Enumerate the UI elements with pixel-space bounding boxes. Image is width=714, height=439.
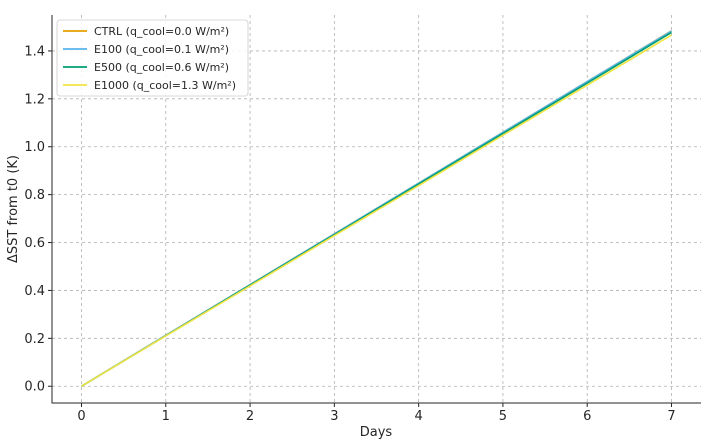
legend-box — [56, 19, 249, 97]
legend-entry-label: E1000 (q_cool=1.3 W/m²) — [94, 79, 236, 92]
legend-entry-label: E100 (q_cool=0.1 W/m²) — [94, 43, 229, 56]
x-tick-label: 4 — [415, 409, 423, 424]
x-tick-label: 3 — [330, 409, 338, 424]
y-axis-label: ΔSST from t0 (K) — [6, 155, 21, 263]
y-axis-ticks: 0.0 0.2 0.4 0.6 0.8 1.0 1.2 1.4 — [24, 44, 52, 395]
x-tick-label: 1 — [162, 409, 170, 424]
y-tick-label: 1.4 — [24, 44, 45, 59]
axes-spine — [51, 15, 701, 404]
y-tick-label: 1.2 — [24, 92, 45, 107]
y-tick-label: 1.0 — [24, 140, 45, 155]
series-line — [81, 34, 672, 387]
series-lines — [81, 30, 672, 387]
y-tick-label: 0.4 — [24, 284, 45, 299]
axes — [51, 15, 701, 404]
legend-entry-label: E500 (q_cool=0.6 W/m²) — [94, 61, 229, 74]
y-tick-label: 0.0 — [24, 380, 45, 395]
x-tick-label: 5 — [499, 409, 507, 424]
x-tick-label: 2 — [246, 409, 254, 424]
x-tick-label: 6 — [583, 409, 591, 424]
legend-entry-label: CTRL (q_cool=0.0 W/m²) — [94, 25, 229, 38]
y-tick-label: 0.8 — [24, 188, 45, 203]
x-axis-label: Days — [360, 425, 393, 439]
y-tick-label: 0.6 — [24, 236, 45, 251]
x-tick-label: 0 — [77, 409, 85, 424]
legend: CTRL (q_cool=0.0 W/m²) E100 (q_cool=0.1 W… — [56, 19, 249, 97]
x-tick-label: 7 — [667, 409, 675, 424]
x-axis-ticks: 0 1 2 3 4 5 6 7 — [77, 403, 676, 424]
y-tick-label: 0.2 — [24, 332, 45, 347]
